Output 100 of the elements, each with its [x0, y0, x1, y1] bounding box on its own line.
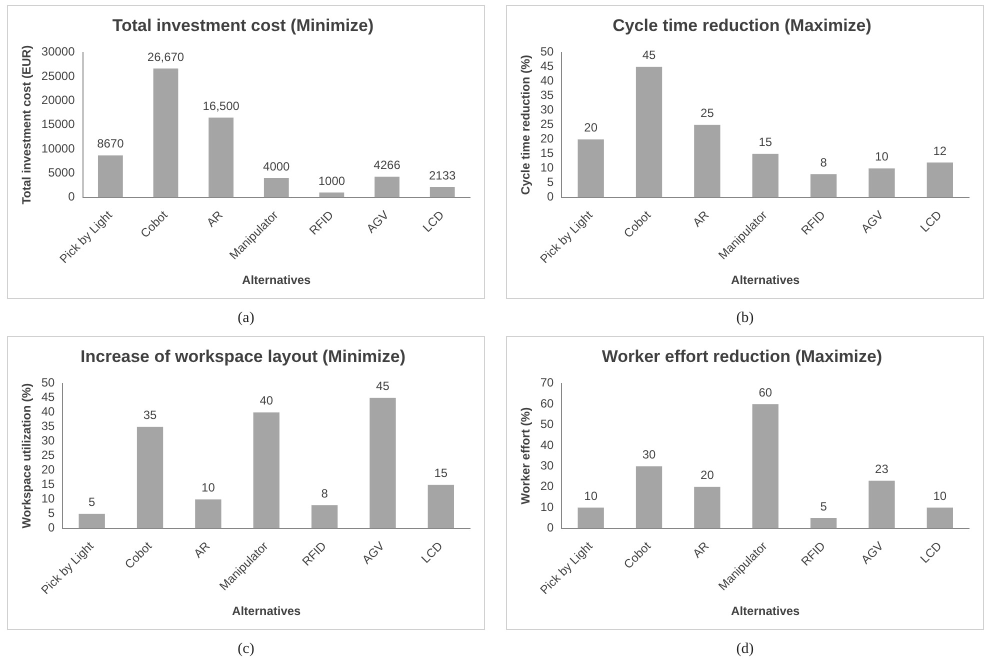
- y-tick-label: 25000: [41, 68, 76, 83]
- data-label: 40: [260, 394, 274, 408]
- data-label: 25: [700, 106, 714, 120]
- chart-title: Worker effort reduction (Maximize): [602, 346, 882, 366]
- data-label: 23: [875, 462, 889, 476]
- chart-title: Total investment cost (Minimize): [112, 16, 374, 35]
- data-label: 10: [933, 488, 947, 503]
- data-label: 16,500: [202, 98, 240, 113]
- data-label: 1000: [318, 174, 346, 188]
- x-tick-label: AR: [204, 208, 226, 230]
- y-axis-title: Total investment cost (EUR): [20, 45, 34, 204]
- y-axis-title: Worker effort (%): [518, 407, 533, 504]
- data-label: 45: [376, 379, 390, 394]
- bar: [153, 68, 178, 198]
- data-label: 8670: [97, 136, 124, 151]
- bar: [752, 154, 778, 198]
- data-label: 35: [143, 408, 158, 422]
- data-label: 26,670: [147, 50, 184, 64]
- y-tick-label: 50: [540, 417, 554, 432]
- x-axis-title: Alternatives: [731, 604, 800, 618]
- data-label: 2133: [428, 168, 456, 182]
- chart-title: Increase of workspace layout (Minimize): [80, 346, 406, 366]
- y-tick-label: 25: [41, 448, 56, 462]
- y-tick-label: 5000: [48, 165, 76, 180]
- bar: [694, 124, 720, 198]
- y-tick-label: 10: [540, 160, 554, 175]
- data-label: 4266: [374, 158, 401, 172]
- y-tick-label: 30: [540, 102, 554, 117]
- bar: [208, 118, 234, 198]
- y-tick-label: 60: [540, 396, 554, 410]
- data-label: 10: [584, 488, 598, 503]
- y-tick-label: 0: [48, 520, 56, 535]
- y-tick-label: 20: [540, 479, 554, 494]
- y-tick-label: 20000: [41, 93, 76, 108]
- bar: [311, 505, 338, 528]
- y-tick-label: 0: [547, 190, 554, 204]
- text: (b): [735, 309, 755, 327]
- bar: [136, 426, 164, 528]
- bar: [810, 518, 837, 528]
- data-label: 30: [642, 448, 656, 462]
- y-tick-label: 10: [41, 492, 56, 506]
- x-axis-title: Alternatives: [232, 604, 302, 618]
- chart-title: Cycle time reduction (Maximize): [612, 16, 872, 35]
- y-tick-label: 10000: [41, 141, 76, 156]
- data-label: 5: [820, 499, 828, 514]
- y-tick-label: 5: [547, 175, 554, 190]
- bar: [319, 192, 344, 198]
- y-tick-label: 30000: [41, 44, 76, 59]
- data-label: 5: [88, 495, 96, 510]
- bar: [868, 480, 895, 528]
- data-label: 15: [758, 135, 772, 150]
- x-axis-title: Alternatives: [242, 273, 312, 288]
- bar: [636, 66, 662, 198]
- x-tick-label: AR: [190, 538, 213, 561]
- data-label: 20: [584, 120, 598, 135]
- y-tick-label: 40: [41, 404, 56, 419]
- y-tick-label: 50: [41, 376, 56, 390]
- text: (a): [236, 309, 256, 327]
- data-label: 8: [321, 486, 328, 500]
- y-axis-title: Workspace utilization (%): [20, 383, 34, 528]
- data-label: 8: [820, 155, 828, 170]
- bar: [752, 404, 778, 528]
- y-tick-label: 35: [41, 419, 56, 434]
- y-axis-title: Cycle time reduction (%): [518, 54, 533, 195]
- x-axis-title: Alternatives: [731, 273, 800, 288]
- bar: [694, 486, 720, 528]
- x-tick-label: AR: [690, 538, 712, 561]
- data-label: 20: [700, 468, 714, 482]
- y-tick-label: 20: [540, 132, 554, 146]
- y-tick-label: 35: [540, 88, 554, 102]
- text: (d): [735, 640, 755, 658]
- y-tick-label: 10: [540, 500, 554, 514]
- y-tick-label: 15: [41, 477, 56, 492]
- data-label: 12: [933, 144, 947, 158]
- data-label: 45: [642, 48, 656, 62]
- y-tick-label: 15: [540, 146, 554, 160]
- bar: [98, 155, 123, 198]
- bar: [374, 176, 400, 198]
- bar: [264, 178, 289, 198]
- y-tick-label: 30: [540, 458, 554, 473]
- bar: [926, 162, 953, 198]
- data-label: 10: [202, 480, 216, 495]
- bar: [578, 508, 604, 528]
- x-tick-label: AR: [690, 208, 712, 230]
- y-tick-label: 30: [41, 434, 56, 448]
- bar: [78, 514, 105, 528]
- y-tick-label: 20: [41, 462, 56, 477]
- y-tick-label: 15000: [41, 117, 76, 132]
- data-label: 60: [758, 385, 772, 400]
- bar: [578, 139, 604, 198]
- y-tick-label: 40: [540, 438, 554, 452]
- y-tick-label: 45: [540, 59, 554, 74]
- bar: [810, 174, 837, 198]
- bar: [868, 168, 895, 198]
- bar: [926, 508, 953, 528]
- text: (c): [236, 640, 256, 658]
- y-tick-label: 70: [540, 376, 554, 390]
- y-tick-label: 5: [48, 506, 56, 520]
- y-tick-label: 0: [547, 520, 554, 535]
- data-label: 15: [434, 466, 448, 480]
